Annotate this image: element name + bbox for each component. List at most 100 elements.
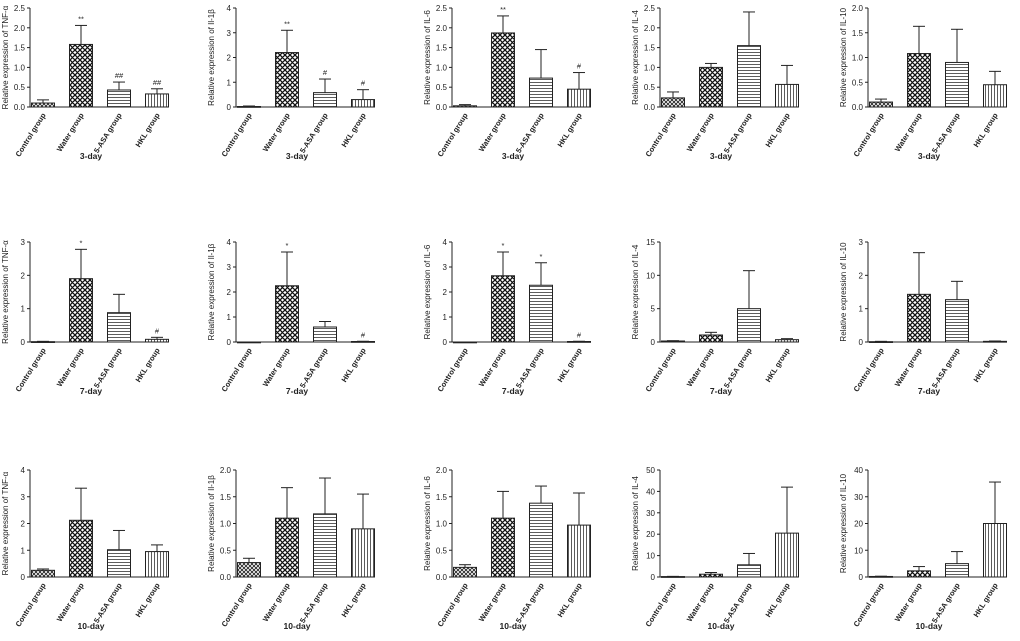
bar-water-group (275, 517, 299, 578)
significance-mark: # (577, 330, 582, 339)
significance-mark: ** (500, 5, 506, 14)
category-label: 5-ASA group (930, 581, 962, 625)
x-axis-title: 3-day (918, 151, 940, 161)
chart-panel-14: 0 10 20 30 40 50 Relative expression of IL-4 Co… (631, 466, 799, 631)
y-tick-label: 20 (646, 530, 655, 539)
significance-mark: * (286, 241, 289, 250)
category-label: HKL group (764, 581, 792, 619)
category-label: HKL group (972, 581, 1000, 619)
y-tick-label: 10 (646, 271, 655, 280)
category-label: Water group (55, 111, 86, 153)
y-tick-label: 0 (651, 338, 656, 347)
x-axis-title: 7-day (80, 386, 102, 396)
y-tick-label: 2 (859, 271, 864, 280)
category-label: Water group (685, 111, 716, 153)
bar-hkl-group (351, 99, 375, 108)
chart-panel-3: 0.0 0.5 1.0 1.5 2.0 2.5 Relative expression of… (423, 4, 591, 161)
y-tick-label: 30 (646, 509, 655, 518)
category-label: Control group (436, 346, 470, 394)
y-tick-label: 3 (227, 263, 232, 272)
y-tick-label: 0 (227, 103, 232, 112)
y-tick-label: 0.5 (852, 78, 864, 87)
significance-mark: # (155, 326, 160, 335)
y-tick-label: 20 (854, 520, 863, 529)
category-label: Control group (14, 111, 48, 159)
y-tick-label: 1.0 (14, 63, 26, 72)
category-label: 5-ASA group (92, 581, 124, 625)
y-tick-label: 1.5 (644, 44, 656, 53)
y-axis-title: Relative expression of TNF-α (1, 471, 10, 575)
category-label: Water group (893, 581, 924, 623)
y-tick-label: 0.0 (436, 103, 448, 112)
y-tick-label: 1.0 (852, 54, 864, 63)
y-tick-label: 40 (854, 466, 863, 475)
bar-5-asa-group (737, 308, 761, 343)
y-tick-label: 2 (21, 271, 26, 280)
y-axis-title: Relative expression of TNF-α (1, 5, 10, 109)
bar-hkl-group (775, 83, 799, 108)
category-label: Control group (644, 111, 678, 159)
y-tick-label: 0.5 (644, 83, 656, 92)
category-label: Water group (477, 111, 508, 153)
chart-panel-4: 0.0 0.5 1.0 1.5 2.0 2.5 Relative expression of… (631, 4, 799, 161)
y-tick-label: 1.0 (644, 63, 656, 72)
category-label: 5-ASA group (514, 111, 546, 155)
y-tick-label: 4 (227, 4, 232, 13)
y-tick-label: 2.0 (436, 24, 448, 33)
y-tick-label: 1 (859, 305, 864, 314)
y-axis-title: Relative expression of Il-1β (207, 243, 216, 340)
y-tick-label: 1.5 (14, 44, 26, 53)
y-tick-label: 0.0 (14, 103, 26, 112)
y-tick-label: 2.0 (644, 24, 656, 33)
y-tick-label: 2 (227, 54, 232, 63)
y-tick-label: 0.0 (436, 573, 448, 582)
chart-panel-13: 0.0 0.5 1.0 1.5 2.0 Relative expression of IL… (423, 466, 591, 631)
bar-control-group (237, 341, 261, 344)
bar-control-group (661, 97, 685, 108)
bar-water-group (69, 278, 93, 343)
bar-control-group (237, 106, 261, 108)
bar-water-group (907, 53, 931, 108)
bar-water-group (699, 573, 723, 578)
category-label: 5-ASA group (298, 346, 330, 390)
significance-mark: ** (284, 19, 290, 28)
y-tick-label: 1.0 (220, 520, 232, 529)
y-tick-label: 0 (443, 338, 448, 347)
bar-5-asa-group (529, 77, 553, 108)
significance-mark: * (502, 241, 505, 250)
category-label: Control group (436, 111, 470, 159)
significance-mark: * (540, 252, 543, 261)
category-label: HKL group (134, 346, 162, 384)
x-axis-title: 7-day (502, 386, 524, 396)
y-tick-label: 1 (21, 305, 26, 314)
y-tick-label: 4 (21, 466, 26, 475)
category-label: 5-ASA group (514, 346, 546, 390)
bar-hkl-group (145, 93, 169, 108)
y-tick-label: 4 (227, 238, 232, 247)
bar-5-asa-group (313, 326, 337, 343)
category-label: Water group (55, 346, 86, 388)
category-label: 5-ASA group (930, 346, 962, 390)
y-tick-label: 0.5 (436, 83, 448, 92)
bar-hkl-group (775, 532, 799, 578)
y-tick-label: 2.0 (436, 466, 448, 475)
y-tick-label: 1.5 (220, 493, 232, 502)
y-tick-label: 2 (227, 288, 232, 297)
y-tick-label: 0.0 (852, 103, 864, 112)
y-tick-label: 2 (21, 520, 26, 529)
bar-water-group (275, 285, 299, 343)
x-axis-title: 10-day (78, 621, 105, 631)
chart-panel-15: 0 10 20 30 40 Relative expression of IL-10 Con… (839, 466, 1007, 631)
category-label: Water group (685, 346, 716, 388)
chart-panel-11: 0 1 2 3 4 Relative expression of TNF-α Control… (1, 466, 169, 631)
category-label: Water group (55, 581, 86, 623)
category-label: Water group (893, 111, 924, 153)
y-tick-label: 1 (443, 313, 448, 322)
bar-control-group (237, 562, 261, 578)
chart-panel-7: 0 1 2 3 4 Relative expression of Il-1β Control… (207, 238, 375, 396)
x-axis-title: 7-day (286, 386, 308, 396)
bar-hkl-group (775, 339, 799, 343)
y-axis-title: Relative expression of TNF-α (1, 240, 10, 344)
y-tick-label: 2 (443, 288, 448, 297)
